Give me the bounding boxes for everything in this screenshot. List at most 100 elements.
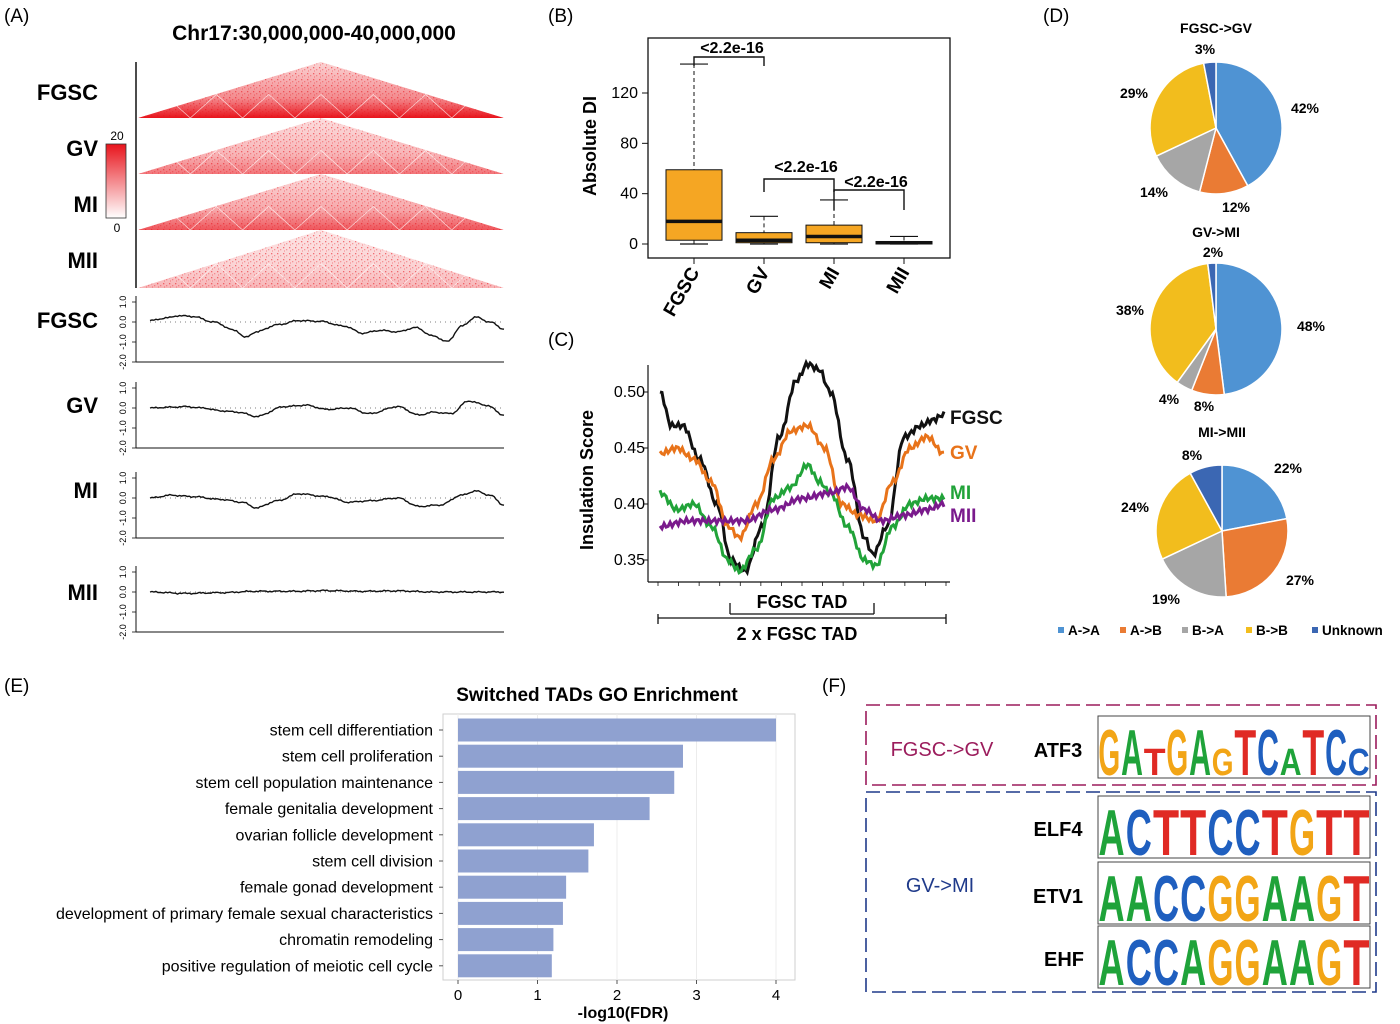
- pie-3: MI->MII 22% 27% 19% 24% 8%: [1121, 424, 1315, 607]
- hic-tad-outline: [190, 263, 243, 289]
- hic-tad-outline: [190, 205, 243, 231]
- pie-slice-a-b: [1221, 517, 1289, 598]
- logo-letter: G: [1316, 926, 1342, 999]
- go-bar: [458, 849, 589, 873]
- logo-letter: T: [1153, 796, 1179, 869]
- legend-item-b-b: B->B: [1246, 623, 1288, 638]
- panel-f: (F) FGSC->GV GV->MI ATF3 ELF4 ETV1 EHF G…: [822, 676, 1377, 999]
- legend-item-a-b: A->B: [1120, 623, 1162, 638]
- hic-tad-outline: [242, 93, 296, 119]
- colorbar-max: 20: [110, 129, 124, 143]
- logo-letter: C: [1180, 862, 1206, 935]
- go-bar-row: stem cell division: [312, 849, 589, 873]
- pie-slice-b-a: [1155, 126, 1218, 193]
- logo-letter: G: [1316, 862, 1342, 935]
- pie-slice-unknown: [1202, 61, 1217, 129]
- logo-frame: [1097, 861, 1371, 925]
- hic-tad-outline: [399, 205, 452, 231]
- di-tick-label: 0.0: [118, 492, 128, 505]
- logo-letter: C: [1257, 716, 1279, 789]
- di-tick-label: 0.0: [118, 402, 128, 415]
- bracket-inner-label: FGSC TAD: [757, 592, 848, 612]
- go-category-label: positive regulation of meiotic cell cycl…: [162, 958, 433, 975]
- pie-percent-label: 19%: [1152, 591, 1181, 607]
- box-mi: MI: [805, 199, 863, 293]
- b-xtick-label: MII: [883, 264, 914, 297]
- insulation-series-gv: [658, 419, 945, 544]
- di-line: [149, 314, 505, 342]
- hic-tad-outline: [137, 93, 191, 119]
- comparison-1: <2.2e-16: [693, 40, 765, 66]
- di-line: [149, 489, 505, 509]
- insulation-line: [658, 481, 946, 532]
- comparison-bracket: [833, 189, 905, 210]
- pie-percent-label: 12%: [1222, 199, 1251, 215]
- pie-percent-label: 24%: [1121, 499, 1150, 515]
- hic-tad-outline: [294, 263, 348, 289]
- hic-tad-outline: [399, 149, 452, 175]
- go-bar: [458, 928, 554, 952]
- comparison-pvalue: <2.2e-16: [844, 174, 908, 191]
- hic-tad-outline: [190, 93, 243, 119]
- di-tick-label: 0.0: [118, 316, 128, 329]
- logo-frame: [1097, 925, 1371, 989]
- logo-letter: A: [1262, 862, 1288, 935]
- hic-row-label: FGSC: [37, 80, 98, 105]
- hic-tad-outline: [451, 93, 505, 119]
- pie-percent-label: 8%: [1182, 447, 1203, 463]
- legend-item-a-a: A->A: [1058, 623, 1100, 638]
- di-track-label: MI: [74, 478, 98, 503]
- go-bar: [458, 823, 594, 847]
- hic-row-label: GV: [66, 136, 98, 161]
- pie-slice-b-b: [1149, 262, 1217, 384]
- logo-letter: T: [1180, 796, 1206, 869]
- logo-letter: A: [1280, 741, 1302, 784]
- logo-letter: G: [1166, 716, 1188, 789]
- panel-b-letter: (B): [548, 6, 573, 27]
- boxplot: 0 40 80 120 FGSC GV MI MII <2.2e-16 <2.2e-16 <2.2e…: [611, 37, 951, 320]
- logo-letter: C: [1207, 796, 1233, 869]
- hic-tad-outline: [346, 205, 400, 231]
- panel-a-letter: (A): [4, 6, 29, 27]
- di-tick-label: -2.0: [118, 354, 128, 370]
- go-bar-row: stem cell proliferation: [282, 744, 683, 768]
- bracket-outer-label: 2 x FGSC TAD: [737, 624, 858, 644]
- hic-density: [138, 118, 504, 174]
- logo-letter: G: [1235, 926, 1261, 999]
- panel-c-letter: (C): [548, 330, 574, 351]
- legend-label: Unknown: [1322, 623, 1383, 638]
- hic-tad-outline: [294, 149, 348, 175]
- go-category-label: female gonad development: [240, 880, 434, 897]
- comparison-bracket: [693, 56, 765, 66]
- logo-letter: C: [1126, 796, 1152, 869]
- hic-tad-outline: [242, 263, 296, 289]
- go-category-label: stem cell proliferation: [282, 749, 433, 766]
- comparison-pvalue: <2.2e-16: [700, 40, 764, 57]
- di-track-gv: GV -2.0 -1.0 0.0 1.0: [66, 382, 505, 456]
- hic-tad-outline: [399, 93, 452, 119]
- pie-slice-a-a: [1221, 464, 1288, 532]
- pie-slice-b-b: [1155, 472, 1224, 561]
- hic-tad-outline: [346, 263, 400, 289]
- panel-b-ylabel: Absolute DI: [580, 96, 600, 196]
- insulation-label-fgsc: FGSC: [950, 408, 1003, 429]
- tf-elf4: ELF4: [1034, 819, 1084, 841]
- logo-letter: T: [1302, 716, 1324, 789]
- di-tick-label: 1.0: [118, 382, 128, 395]
- fgsc-gv-box: [865, 704, 1377, 786]
- pie-percent-label: 22%: [1274, 460, 1303, 476]
- logo-letter: G: [1289, 796, 1315, 869]
- b-xtick-label: GV: [742, 264, 774, 299]
- logo-letter: A: [1180, 926, 1206, 999]
- insulation-label-mii: MII: [950, 506, 976, 527]
- panel-f-letter: (F): [822, 676, 846, 697]
- pie-percent-label: 3%: [1195, 41, 1216, 57]
- group-label-gv-mi: GV->MI: [906, 875, 974, 897]
- tf-atf3: ATF3: [1034, 740, 1083, 762]
- comparison-bracket: [763, 178, 835, 192]
- logo-letter: A: [1099, 796, 1125, 869]
